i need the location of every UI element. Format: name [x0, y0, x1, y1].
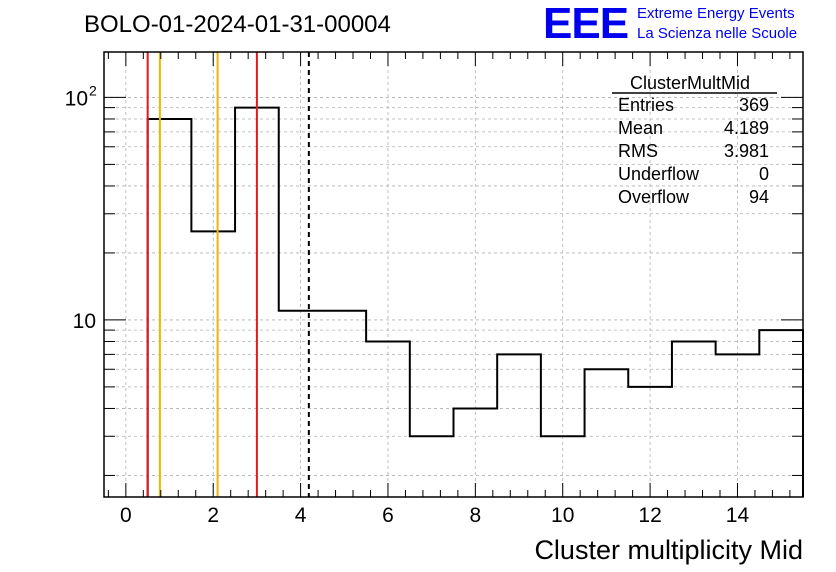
histogram-bin [585, 369, 629, 497]
logo-line-2: La Scienza nelle Scuole [637, 25, 797, 42]
stats-value: 94 [749, 187, 769, 207]
grid [104, 52, 803, 497]
x-axis-title: Cluster multiplicity Mid [534, 535, 803, 565]
histogram-bin [628, 387, 672, 497]
x-tick-label: 8 [470, 504, 482, 527]
x-tick-label: 2 [207, 504, 219, 527]
stats-label: Underflow [618, 164, 700, 184]
x-tick-label: 0 [120, 504, 132, 527]
y-tick-label: 10 [73, 310, 96, 333]
histogram-bin [497, 354, 541, 497]
x-tick-label: 4 [295, 504, 307, 527]
plot-border [103, 51, 804, 498]
histogram-bin [410, 436, 454, 497]
stats-label: RMS [618, 141, 658, 161]
stats-label: Overflow [618, 187, 690, 207]
stats-value: 3.981 [724, 141, 769, 161]
logo-line-1: Extreme Energy Events [637, 5, 795, 22]
histogram-bin [191, 231, 235, 497]
histogram-bin [148, 119, 192, 497]
x-tick-label: 14 [726, 504, 750, 527]
histogram-bin [366, 341, 410, 497]
stats-value: 0 [759, 164, 769, 184]
x-tick-label: 6 [382, 504, 394, 527]
eee-logo: EEE Extreme Energy Events La Scienza nel… [543, 0, 797, 48]
logo-mark: EEE [543, 0, 628, 48]
y-tick-label: 10 [65, 87, 88, 110]
stats-title: ClusterMultMid [630, 73, 750, 93]
histogram-bin [322, 311, 366, 497]
stats-value: 369 [739, 95, 769, 115]
histogram-bin [716, 354, 760, 497]
x-tick-label: 10 [551, 504, 574, 527]
x-tick-label: 12 [638, 504, 661, 527]
histogram-outline [146, 106, 804, 497]
plot-frame [103, 51, 804, 498]
stats-value: 4.189 [724, 118, 769, 138]
histogram-bin [759, 330, 803, 497]
marker-lines [146, 52, 310, 497]
stats-label: Entries [618, 95, 674, 115]
y-tick-label-exponent: 2 [89, 82, 97, 98]
histogram [146, 106, 804, 497]
histogram-bin [279, 311, 323, 497]
stats-box: ClusterMultMid Entries 369 Mean 4.189 RMS 3.9… [612, 73, 777, 207]
stats-label: Mean [618, 118, 663, 138]
histogram-bin [672, 341, 716, 497]
run-title: BOLO-01-2024-01-31-00004 [84, 11, 391, 38]
